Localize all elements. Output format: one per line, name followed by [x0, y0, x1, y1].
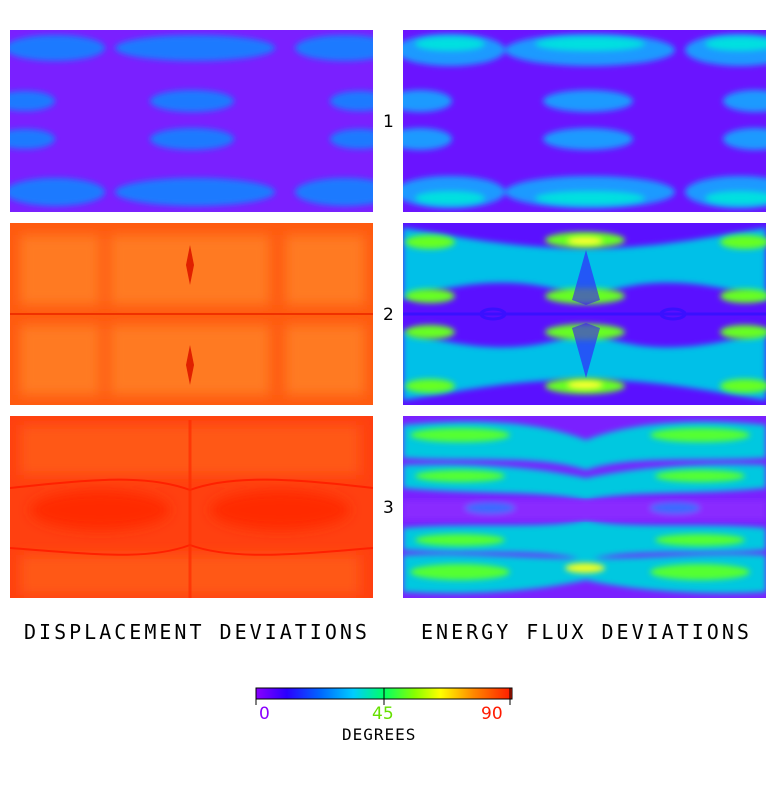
row-label-2: 2 [383, 305, 394, 325]
row-label-3: 3 [383, 498, 394, 518]
colorbar-units: DEGREES [342, 725, 417, 744]
caption-energy-flux: ENERGY FLUX DEVIATIONS [421, 620, 752, 644]
panel-row1-displacement [10, 30, 373, 212]
colorbar-tick-0: 0 [259, 704, 270, 724]
panel-row3-energy-flux [403, 416, 766, 598]
caption-displacement: DISPLACEMENT DEVIATIONS [24, 620, 370, 644]
colorbar-tick-45: 45 [372, 704, 394, 724]
panel-row2-energy-flux [403, 223, 766, 405]
panel-row3-displacement [10, 416, 373, 598]
colorbar [255, 687, 513, 705]
colorbar-tick-90: 90 [481, 704, 503, 724]
row-label-1: 1 [383, 112, 394, 132]
panel-row2-displacement [10, 223, 373, 405]
panel-row1-energy-flux [403, 30, 766, 212]
